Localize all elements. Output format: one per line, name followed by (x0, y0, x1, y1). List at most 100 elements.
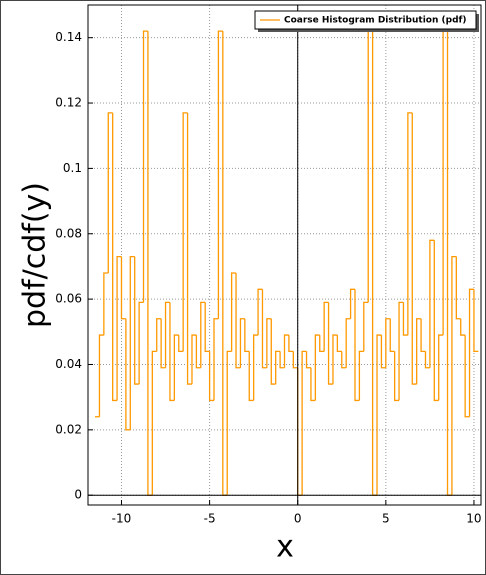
y-tick-label: 0 (74, 488, 82, 502)
histogram-step (125, 318, 131, 431)
histogram-step (239, 318, 245, 368)
histogram-step (270, 318, 276, 385)
histogram-step (213, 318, 219, 401)
histogram-step (151, 350, 157, 496)
y-axis-label: pdf/cdf(y) (18, 182, 53, 328)
histogram-step (283, 334, 289, 368)
histogram-step (341, 351, 347, 369)
histogram-step (464, 335, 470, 418)
y-tick-label: 0.06 (55, 292, 82, 306)
histogram-step (129, 255, 135, 430)
histogram-step (363, 301, 369, 352)
histogram-step (305, 351, 311, 369)
histogram-step (327, 302, 333, 385)
histogram-step (319, 335, 325, 353)
histogram-step (393, 351, 400, 402)
y-tick-label: 0.08 (55, 226, 82, 240)
histogram-step (142, 30, 148, 303)
histogram-step (160, 318, 166, 369)
histogram-step (257, 288, 263, 336)
histogram-step (261, 289, 267, 369)
histogram-step (380, 335, 386, 369)
histogram-step (402, 302, 408, 336)
y-tick-label: 0.02 (55, 422, 82, 436)
histogram-step (301, 350, 307, 496)
histogram-step (473, 289, 479, 353)
histogram-step (424, 351, 430, 369)
histogram-step (460, 318, 466, 336)
y-tick-label: 0.12 (55, 96, 82, 110)
histogram-step (292, 351, 298, 369)
histogram-step (178, 335, 184, 353)
histogram-step (191, 334, 197, 385)
histogram-step (411, 112, 417, 385)
histogram-step (349, 288, 355, 319)
histogram-step (186, 112, 192, 385)
histogram-step (120, 256, 126, 320)
histogram-step (230, 272, 237, 352)
histogram-step (279, 351, 285, 369)
histogram-step (244, 318, 250, 353)
histogram-step (345, 318, 351, 368)
histogram-step (455, 256, 461, 320)
y-tick-label: 0.04 (55, 357, 82, 371)
histogram-step (336, 335, 342, 353)
legend: Coarse Histogram Distribution (pdf) (254, 10, 479, 32)
histogram-step (248, 351, 254, 402)
histogram-step (433, 240, 439, 402)
histogram-step (429, 239, 435, 368)
histogram-step (288, 335, 294, 353)
histogram-step (208, 351, 215, 402)
histogram-step (451, 255, 457, 496)
histogram-step (376, 334, 382, 496)
histogram-step (112, 112, 118, 402)
histogram-step (314, 334, 320, 401)
histogram-step (354, 289, 360, 402)
histogram-step (235, 272, 241, 369)
histogram-step (323, 301, 329, 352)
histogram-step (164, 301, 170, 368)
histogram-step (173, 334, 179, 401)
plot-frame (87, 4, 482, 506)
histogram-step (407, 112, 413, 336)
histogram-step (107, 112, 113, 273)
histogram-step (103, 272, 109, 336)
histogram-step (134, 256, 140, 385)
histogram-step (420, 318, 426, 353)
histogram-step (266, 318, 272, 368)
histogram-step (389, 318, 395, 353)
histogram-step (169, 302, 175, 402)
histogram-step (438, 334, 444, 401)
x-tick-label: -10 (112, 512, 132, 526)
histogram-step (204, 302, 210, 353)
histogram-step (275, 350, 281, 385)
histogram-step (200, 301, 206, 368)
histogram-step (195, 335, 201, 369)
histogram-step (416, 318, 422, 385)
histogram-step (116, 255, 122, 401)
histogram-step (156, 318, 162, 352)
histogram-step (226, 350, 232, 496)
histogram-step (385, 318, 391, 368)
legend-label: Coarse Histogram Distribution (pdf) (284, 16, 467, 26)
histogram-step (332, 334, 338, 385)
histogram-step (310, 367, 316, 402)
histogram-step (182, 112, 188, 352)
histogram-step (217, 30, 223, 319)
legend-box (254, 10, 477, 30)
y-tick-label: 0.14 (55, 30, 82, 44)
x-tick-label: 10 (466, 512, 481, 526)
x-axis-label: x (276, 530, 294, 565)
histogram-step (398, 301, 404, 401)
x-tick-label: 5 (382, 512, 390, 526)
y-tick-label: 0.1 (63, 161, 82, 175)
histogram-step (138, 301, 144, 385)
x-tick-label: -5 (204, 512, 216, 526)
histogram-step (253, 334, 259, 401)
x-tick-label: 0 (294, 512, 302, 526)
histogram-step (98, 334, 104, 417)
histogram-step (468, 288, 474, 417)
histogram-step (358, 350, 364, 401)
